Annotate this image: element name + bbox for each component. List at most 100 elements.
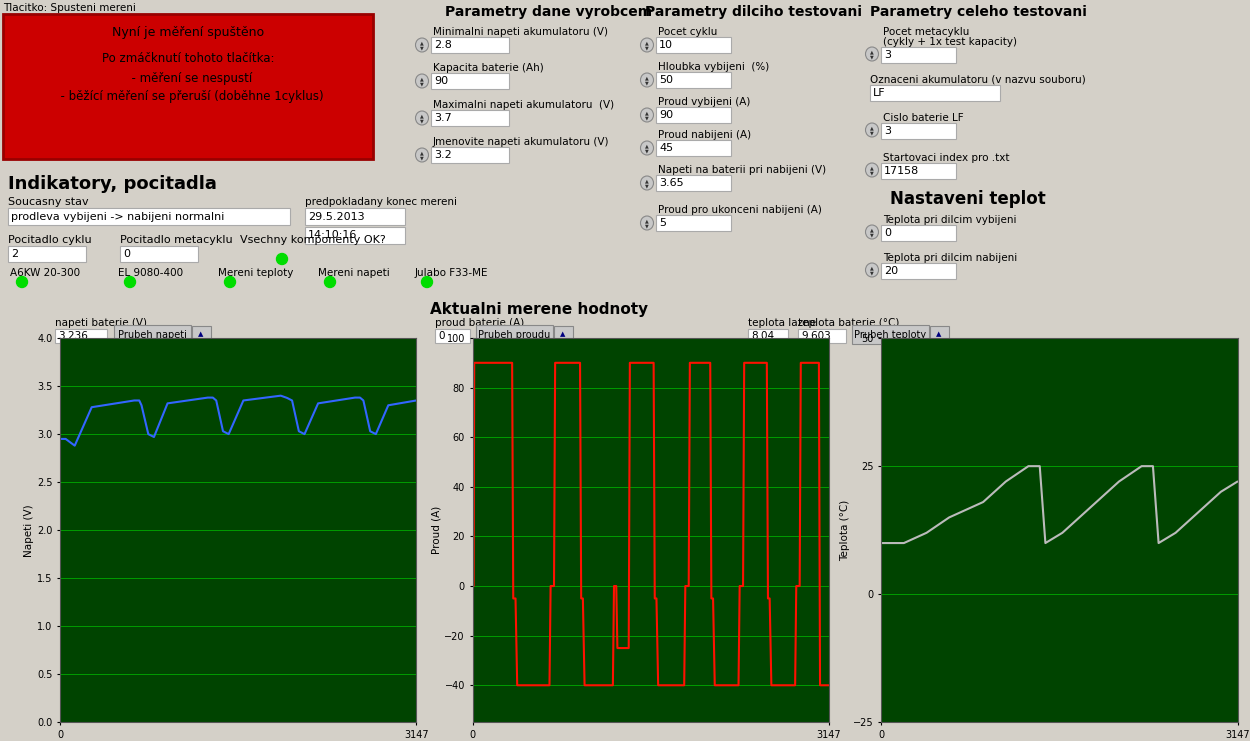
FancyBboxPatch shape	[8, 208, 290, 225]
Ellipse shape	[865, 263, 879, 277]
Text: ▼: ▼	[645, 80, 649, 85]
Text: Parametry dane vyrobcem: Parametry dane vyrobcem	[445, 5, 652, 19]
Text: Pocet cyklu: Pocet cyklu	[658, 27, 717, 37]
Ellipse shape	[865, 123, 879, 137]
FancyBboxPatch shape	[55, 329, 108, 343]
Text: Maximalni napeti akumulatoru  (V): Maximalni napeti akumulatoru (V)	[432, 100, 614, 110]
Text: ▲: ▲	[199, 331, 204, 337]
Ellipse shape	[415, 38, 429, 52]
FancyBboxPatch shape	[476, 325, 552, 344]
Text: ▼: ▼	[870, 170, 874, 175]
Text: Proud pro ukonceni nabijeni (A): Proud pro ukonceni nabijeni (A)	[658, 205, 822, 215]
Ellipse shape	[865, 47, 879, 61]
Text: 0: 0	[122, 249, 130, 259]
Text: ▲: ▲	[936, 331, 941, 337]
Text: Jmenovite napeti akumulatoru (V): Jmenovite napeti akumulatoru (V)	[432, 137, 610, 147]
Text: 20: 20	[884, 266, 898, 276]
Text: 0: 0	[438, 331, 445, 341]
FancyBboxPatch shape	[431, 37, 509, 53]
FancyBboxPatch shape	[748, 329, 788, 343]
Text: ▼: ▼	[645, 183, 649, 188]
Text: ▲: ▲	[645, 143, 649, 148]
Text: teplota lazne: teplota lazne	[748, 318, 816, 328]
Text: ▲: ▲	[870, 49, 874, 54]
Ellipse shape	[865, 163, 879, 177]
Text: Pocitadlo metacyklu: Pocitadlo metacyklu	[120, 235, 232, 245]
Text: (cykly + 1x test kapacity): (cykly + 1x test kapacity)	[882, 37, 1018, 47]
Text: Indikatory, pocitadla: Indikatory, pocitadla	[8, 175, 217, 193]
Text: 90: 90	[434, 76, 449, 86]
Text: predpokladany konec mereni: predpokladany konec mereni	[305, 197, 458, 207]
Circle shape	[125, 276, 135, 288]
Text: - měření se nespustí: - měření se nespustí	[124, 72, 252, 85]
Circle shape	[225, 276, 235, 288]
Text: Nyní je měření spuštěno: Nyní je měření spuštěno	[112, 26, 264, 39]
Text: Prubeh napeti: Prubeh napeti	[118, 330, 188, 339]
Text: Proud vybijeni (A): Proud vybijeni (A)	[658, 97, 750, 107]
Text: 90: 90	[659, 110, 672, 120]
Text: Proud nabijeni (A): Proud nabijeni (A)	[658, 130, 751, 140]
Text: Startovaci index pro .txt: Startovaci index pro .txt	[882, 153, 1010, 163]
FancyBboxPatch shape	[656, 72, 731, 88]
Text: ▲: ▲	[645, 218, 649, 223]
FancyBboxPatch shape	[656, 107, 731, 123]
Ellipse shape	[640, 108, 654, 122]
Text: 5: 5	[659, 218, 666, 228]
Text: ▼: ▼	[420, 81, 424, 86]
FancyBboxPatch shape	[881, 47, 956, 63]
FancyBboxPatch shape	[881, 163, 956, 179]
Circle shape	[16, 276, 28, 288]
Text: LF: LF	[872, 88, 885, 98]
Text: ▲: ▲	[645, 110, 649, 115]
Text: ▼: ▼	[870, 54, 874, 59]
Text: 8.04: 8.04	[751, 331, 774, 341]
FancyBboxPatch shape	[2, 14, 372, 159]
Text: Pocitadlo cyklu: Pocitadlo cyklu	[8, 235, 91, 245]
Text: ▼: ▼	[645, 115, 649, 120]
Text: Teplota pri dilcim nabijeni: Teplota pri dilcim nabijeni	[882, 253, 1018, 263]
Text: Cislo baterie LF: Cislo baterie LF	[882, 113, 964, 123]
FancyBboxPatch shape	[656, 37, 731, 53]
Text: 3.7: 3.7	[434, 113, 451, 123]
Text: Po zmáčknutí tohoto tlačítka:: Po zmáčknutí tohoto tlačítka:	[101, 52, 274, 65]
Ellipse shape	[415, 148, 429, 162]
Circle shape	[325, 276, 335, 288]
Text: 0: 0	[884, 228, 891, 238]
Text: Mereni napeti: Mereni napeti	[318, 268, 390, 278]
FancyBboxPatch shape	[191, 325, 210, 344]
Text: ▲: ▲	[870, 125, 874, 130]
Ellipse shape	[640, 176, 654, 190]
Text: proud baterie (A): proud baterie (A)	[435, 318, 524, 328]
Text: Prubeh proudu: Prubeh proudu	[479, 330, 550, 339]
Text: Tlacitko: Spusteni mereni: Tlacitko: Spusteni mereni	[2, 3, 136, 13]
Ellipse shape	[865, 225, 879, 239]
Text: ▲: ▲	[645, 178, 649, 183]
Text: Minimalni napeti akumulatoru (V): Minimalni napeti akumulatoru (V)	[432, 27, 608, 37]
Text: 9.603: 9.603	[801, 331, 831, 341]
Ellipse shape	[640, 73, 654, 87]
Text: Pocet metacyklu: Pocet metacyklu	[882, 27, 970, 37]
Text: ▼: ▼	[420, 155, 424, 160]
Text: Aktualni merene hodnoty: Aktualni merene hodnoty	[430, 302, 649, 317]
FancyBboxPatch shape	[8, 246, 86, 262]
Text: Vsechny komponenty OK?: Vsechny komponenty OK?	[240, 235, 386, 245]
Text: Napeti na baterii pri nabijeni (V): Napeti na baterii pri nabijeni (V)	[658, 165, 826, 175]
Ellipse shape	[640, 216, 654, 230]
FancyBboxPatch shape	[930, 325, 949, 344]
Text: Mereni teploty: Mereni teploty	[217, 268, 294, 278]
Text: 3.2: 3.2	[434, 150, 451, 160]
Text: Soucasny stav: Soucasny stav	[8, 197, 89, 207]
Text: ▼: ▼	[870, 270, 874, 275]
Ellipse shape	[415, 111, 429, 125]
Text: EL 9080-400: EL 9080-400	[118, 268, 184, 278]
Text: 3.65: 3.65	[659, 178, 684, 188]
FancyBboxPatch shape	[798, 329, 846, 343]
Ellipse shape	[415, 74, 429, 88]
Text: 45: 45	[659, 143, 672, 153]
Text: ▼: ▼	[870, 130, 874, 135]
FancyBboxPatch shape	[435, 329, 470, 343]
FancyBboxPatch shape	[120, 246, 198, 262]
Text: 2: 2	[11, 249, 18, 259]
Text: ▼: ▼	[645, 45, 649, 50]
Text: Nastaveni teplot: Nastaveni teplot	[890, 190, 1046, 208]
